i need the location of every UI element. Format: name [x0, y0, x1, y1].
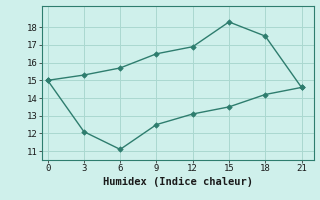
X-axis label: Humidex (Indice chaleur): Humidex (Indice chaleur) [103, 177, 252, 187]
